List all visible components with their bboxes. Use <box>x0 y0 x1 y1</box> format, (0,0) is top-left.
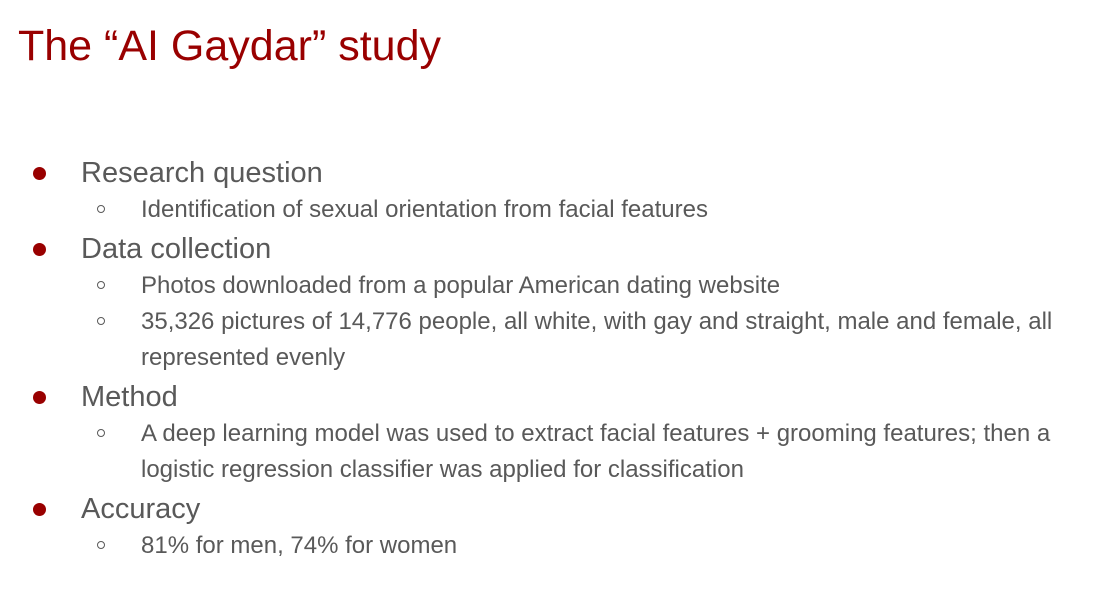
sub-bullet: A deep learning model was used to extrac… <box>0 416 1115 488</box>
hollow-circle-icon <box>97 281 105 289</box>
sub-bullet-text: Photos downloaded from a popular America… <box>141 272 781 299</box>
sub-bullet: 35,326 pictures of 14,776 people, all wh… <box>0 304 1115 376</box>
bullet-dot-icon <box>33 243 46 256</box>
hollow-circle-icon <box>97 541 105 549</box>
bullet-heading: Method <box>81 381 178 413</box>
sub-bullet-text: 81% for men, 74% for women <box>141 532 458 559</box>
sub-bullet: 81% for men, 74% for women <box>0 528 1115 564</box>
slide-title: The “AI Gaydar” study <box>18 22 441 70</box>
sub-bullet-text: Identification of sexual orientation fro… <box>141 196 708 223</box>
bullet-dot-icon <box>33 167 46 180</box>
hollow-circle-icon <box>97 317 105 325</box>
bullet-heading: Data collection <box>81 233 272 265</box>
bullet-dot-icon <box>33 503 46 516</box>
sub-bullet-text: 35,326 pictures of 14,776 people, all wh… <box>141 308 1053 371</box>
bullet-dot-icon <box>33 391 46 404</box>
bullet-method: Method <box>0 378 1115 416</box>
bullet-accuracy: Accuracy <box>0 490 1115 528</box>
bullet-data-collection: Data collection <box>0 230 1115 268</box>
hollow-circle-icon <box>97 429 105 437</box>
bullet-research-question: Research question <box>0 154 1115 192</box>
sub-bullet-text: A deep learning model was used to extrac… <box>141 420 1051 483</box>
bullet-list: Research question Identification of sexu… <box>0 152 1115 564</box>
bullet-heading: Accuracy <box>81 493 201 525</box>
sub-bullet: Identification of sexual orientation fro… <box>0 192 1115 228</box>
bullet-heading: Research question <box>81 157 323 189</box>
hollow-circle-icon <box>97 205 105 213</box>
sub-bullet: Photos downloaded from a popular America… <box>0 268 1115 304</box>
